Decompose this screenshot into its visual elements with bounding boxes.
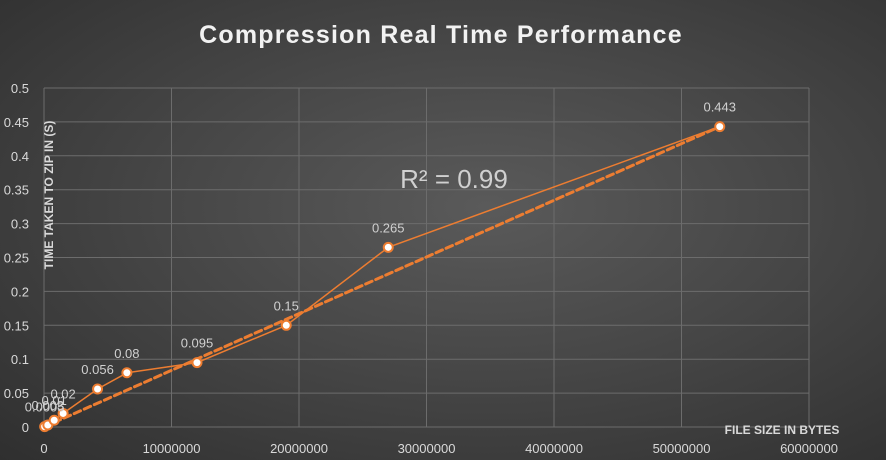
x-tick-label: 30000000 (398, 441, 456, 456)
y-tick-label: 0.05 (4, 386, 29, 401)
x-tick-label: 40000000 (525, 441, 583, 456)
x-axis-title: FILE SIZE IN BYTES (725, 423, 840, 437)
y-tick-label: 0.3 (11, 217, 29, 232)
data-label: 0.265 (372, 220, 405, 235)
y-tick-label: 0.2 (11, 284, 29, 299)
y-axis-title: TIME TAKEN TO ZIP IN (S) (42, 121, 56, 270)
data-label: 0.15 (274, 298, 299, 313)
data-point (714, 121, 726, 133)
y-tick-label: 0.45 (4, 115, 29, 130)
y-tick-label: 0.25 (4, 251, 29, 266)
x-tick-labels: 0 10000000 20000000 30000000 40000000 5000000… (40, 441, 838, 456)
data-label: 0.095 (181, 336, 214, 351)
r-squared-annotation: R² = 0.99 (400, 164, 508, 194)
series-layer (39, 121, 726, 433)
y-tick-label: 0.1 (11, 352, 29, 367)
data-label: 0.01 (42, 393, 67, 408)
data-point (382, 241, 394, 253)
trendline-layer (42, 125, 722, 429)
data-point (121, 367, 133, 379)
x-tick-label: 60000000 (780, 441, 838, 456)
chart-title: Compression Real Time Performance (199, 21, 683, 49)
data-point (280, 319, 292, 331)
data-point (191, 357, 203, 369)
data-point (92, 383, 104, 395)
x-tick-label: 20000000 (270, 441, 328, 456)
y-tick-label: 0.35 (4, 183, 29, 198)
data-point (48, 414, 60, 426)
x-tick-label: 50000000 (653, 441, 711, 456)
trendline (42, 125, 722, 429)
y-tick-label: 0.15 (4, 318, 29, 333)
data-label: 0.0005 (25, 400, 65, 415)
y-tick-label: 0.4 (11, 149, 29, 164)
x-tick-label: 10000000 (143, 441, 201, 456)
y-tick-label: 0.5 (11, 81, 29, 96)
data-point (57, 407, 69, 419)
data-label: 0.08 (114, 346, 139, 361)
data-label: 0.003 (32, 398, 65, 413)
data-label: 0.443 (703, 100, 736, 115)
data-label: 0.056 (81, 362, 114, 377)
y-tick-labels: 0 0.05 0.1 0.15 0.2 0.25 0.3 0.35 0.4 0.45 0.5 (4, 81, 29, 435)
y-tick-label: 0 (22, 420, 29, 435)
x-tick-label: 0 (40, 441, 47, 456)
data-label: 0.02 (50, 386, 75, 401)
